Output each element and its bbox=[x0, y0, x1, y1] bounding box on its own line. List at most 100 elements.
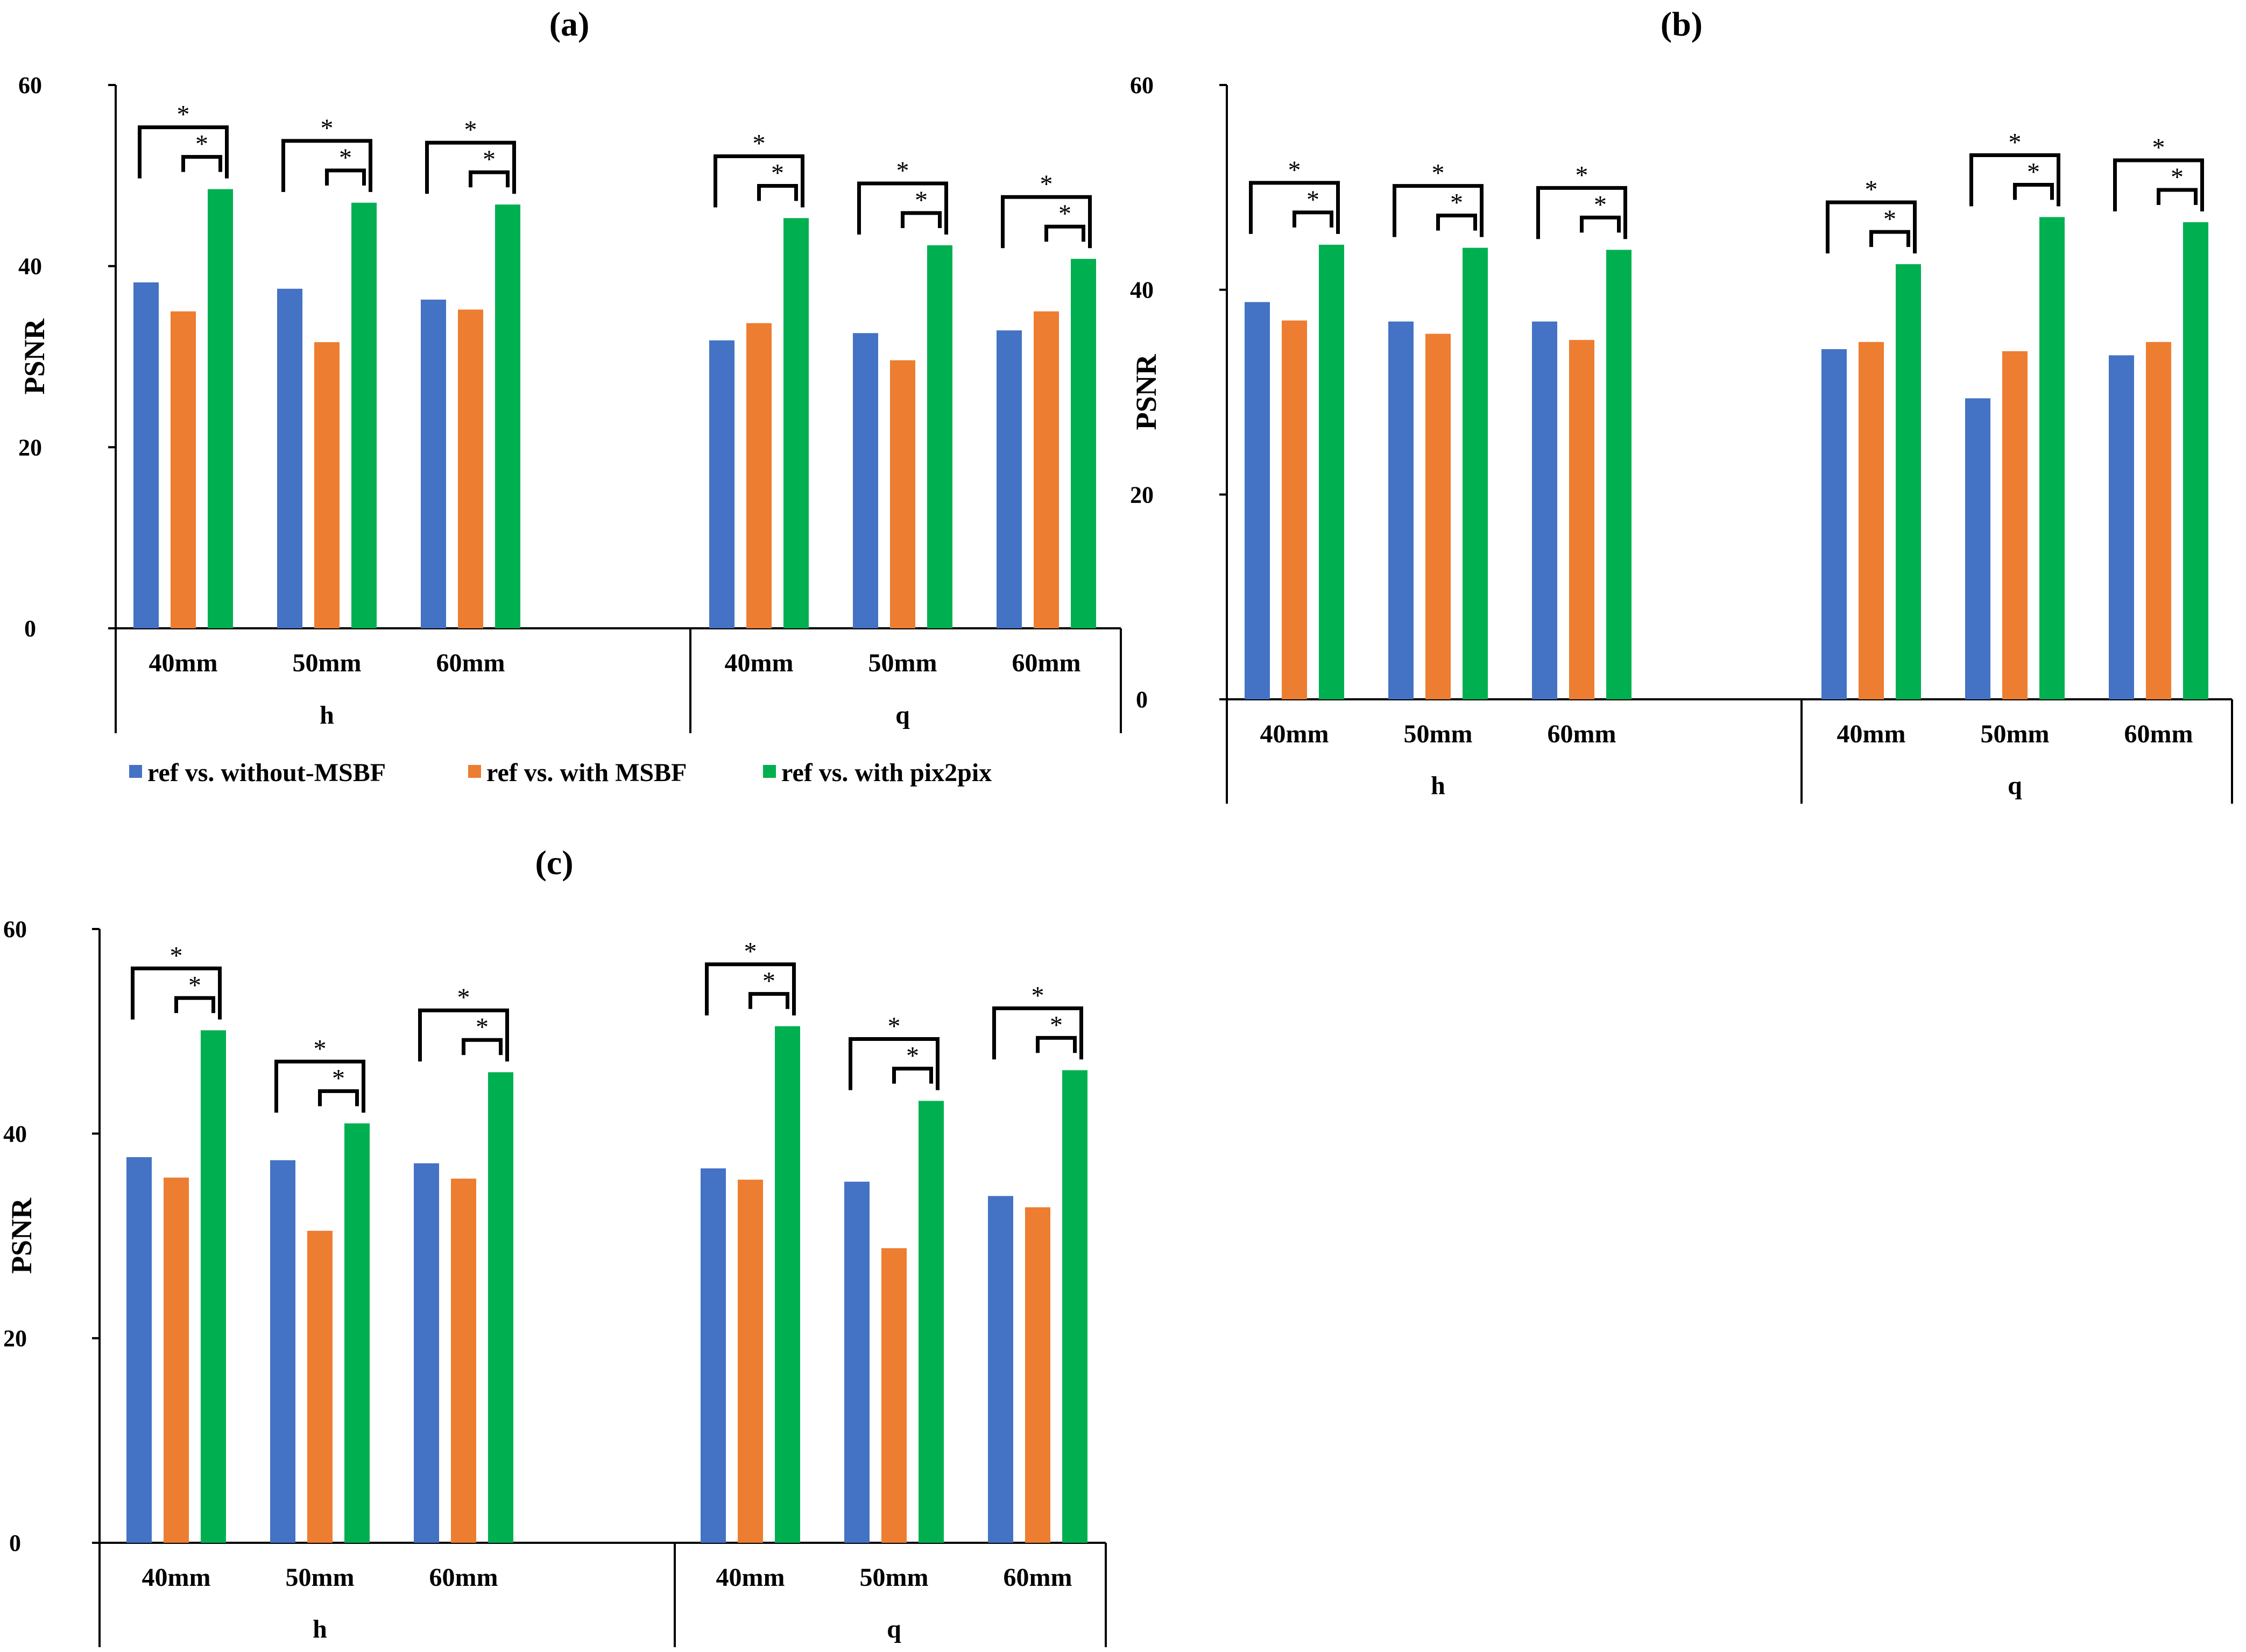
significance-star: * bbox=[483, 145, 496, 174]
bar-h-50mm-series-2 bbox=[307, 1230, 333, 1543]
bar-q-40mm-series-3 bbox=[783, 218, 809, 628]
panel-label: (b) bbox=[1661, 5, 1703, 43]
significance-star: * bbox=[188, 971, 201, 999]
significance-star: * bbox=[2152, 133, 2165, 162]
bar-q-50mm-series-2 bbox=[2002, 351, 2028, 699]
significance-star: * bbox=[1058, 200, 1071, 228]
bar-q-40mm-series-1 bbox=[701, 1168, 726, 1543]
panel-label: (a) bbox=[549, 5, 590, 43]
y-tick-label: 40 bbox=[1130, 277, 1154, 303]
significance-star: * bbox=[476, 1013, 489, 1041]
significance-bracket-outer bbox=[857, 181, 948, 235]
y-tick-label: 20 bbox=[18, 434, 42, 460]
y-tick-label: 60 bbox=[1130, 72, 1154, 98]
significance-bracket-inner bbox=[318, 1089, 359, 1107]
bar-h-60mm-series-3 bbox=[495, 204, 520, 628]
significance-star: * bbox=[321, 114, 334, 143]
y-tick-label: 20 bbox=[3, 1325, 27, 1352]
bar-q-50mm-series-1 bbox=[853, 333, 878, 628]
significance-bracket-outer bbox=[425, 140, 516, 194]
bar-q-60mm-series-3 bbox=[2183, 222, 2208, 700]
significance-bracket-outer bbox=[138, 125, 229, 179]
bar-q-60mm-series-2 bbox=[2146, 342, 2171, 699]
significance-bracket-inner bbox=[1580, 215, 1621, 233]
bar-h-40mm-series-1 bbox=[1245, 302, 1270, 699]
significance-bracket-inner bbox=[892, 1066, 933, 1084]
bar-h-50mm-series-2 bbox=[1425, 334, 1451, 699]
group-label: q bbox=[887, 1615, 901, 1643]
significance-bracket-outer bbox=[849, 1037, 940, 1090]
bar-q-40mm-series-1 bbox=[709, 340, 734, 628]
significance-star: * bbox=[906, 1041, 919, 1070]
x-tick-label: 40mm bbox=[725, 649, 794, 677]
bar-h-40mm-series-3 bbox=[208, 189, 233, 628]
bar-h-40mm-series-2 bbox=[164, 1178, 189, 1543]
significance-bracket-outer bbox=[992, 1006, 1083, 1060]
bar-q-60mm-series-1 bbox=[988, 1196, 1013, 1543]
bar-h-50mm-series-2 bbox=[314, 342, 340, 628]
chart-panel-3: (c)PSNR020406040mm**50mm**60mm**h40mm**5… bbox=[3, 843, 1107, 1647]
significance-star: * bbox=[915, 186, 928, 215]
x-tick-label: 60mm bbox=[436, 649, 505, 677]
y-axis-label: PSNR bbox=[5, 1197, 38, 1274]
y-tick-label: 0 bbox=[1136, 686, 1148, 713]
significance-star: * bbox=[177, 101, 190, 129]
bar-q-60mm-series-1 bbox=[2109, 355, 2134, 699]
significance-bracket-outer bbox=[705, 962, 796, 1016]
x-tick-label: 60mm bbox=[2124, 720, 2193, 748]
bar-q-50mm-series-3 bbox=[2039, 217, 2065, 699]
bar-q-60mm-series-2 bbox=[1034, 311, 1059, 628]
legend-swatch bbox=[468, 765, 481, 778]
bar-h-40mm-series-2 bbox=[1282, 320, 1307, 699]
significance-bracket-inner bbox=[901, 211, 942, 228]
significance-star: * bbox=[314, 1034, 327, 1063]
chart-panel-1: (a)PSNR020406040mm**50mm**60mm**h40mm**5… bbox=[18, 5, 1122, 787]
bar-h-60mm-series-2 bbox=[451, 1179, 476, 1543]
significance-star: * bbox=[195, 130, 208, 159]
y-tick-label: 40 bbox=[18, 253, 42, 280]
group-label: q bbox=[2008, 771, 2022, 800]
significance-star: * bbox=[332, 1064, 345, 1093]
bar-q-40mm-series-2 bbox=[738, 1179, 763, 1543]
x-tick-label: 50mm bbox=[1981, 720, 2050, 748]
group-label: h bbox=[320, 701, 334, 729]
significance-star: * bbox=[753, 129, 766, 158]
bar-q-50mm-series-3 bbox=[927, 245, 952, 628]
significance-star: * bbox=[1450, 189, 1463, 217]
significance-star: * bbox=[2027, 158, 2040, 187]
significance-star: * bbox=[339, 144, 352, 172]
bar-h-60mm-series-2 bbox=[1569, 339, 1594, 699]
significance-star: * bbox=[457, 983, 470, 1012]
significance-star: * bbox=[1306, 186, 1319, 214]
bar-q-50mm-series-1 bbox=[844, 1181, 870, 1543]
significance-star: * bbox=[2009, 129, 2022, 157]
bar-q-40mm-series-2 bbox=[1859, 342, 1884, 699]
significance-star: * bbox=[1032, 981, 1044, 1010]
x-tick-label: 40mm bbox=[1260, 720, 1329, 748]
significance-star: * bbox=[170, 941, 183, 970]
significance-bracket-outer bbox=[418, 1008, 509, 1062]
y-tick-label: 60 bbox=[3, 916, 27, 942]
significance-bracket-inner bbox=[181, 155, 222, 172]
y-axis-label: PSNR bbox=[1130, 353, 1162, 430]
bar-h-50mm-series-1 bbox=[277, 288, 302, 628]
significance-bracket-inner bbox=[1436, 214, 1477, 231]
y-tick-label: 0 bbox=[24, 615, 36, 642]
x-tick-label: 50mm bbox=[1404, 720, 1473, 748]
bar-h-40mm-series-1 bbox=[126, 1157, 152, 1543]
significance-bracket-outer bbox=[1969, 153, 2060, 207]
bar-h-50mm-series-1 bbox=[1388, 321, 1414, 699]
significance-star: * bbox=[896, 157, 909, 185]
bar-h-40mm-series-1 bbox=[133, 282, 159, 628]
significance-star: * bbox=[771, 159, 784, 187]
significance-star: * bbox=[1883, 205, 1896, 233]
significance-star: * bbox=[2171, 163, 2184, 192]
bar-q-60mm-series-3 bbox=[1071, 259, 1096, 628]
legend-swatch bbox=[763, 765, 776, 778]
significance-star: * bbox=[1040, 170, 1053, 198]
bar-h-50mm-series-1 bbox=[270, 1160, 295, 1543]
bar-q-40mm-series-3 bbox=[775, 1026, 800, 1543]
x-tick-label: 60mm bbox=[1548, 720, 1616, 748]
significance-star: * bbox=[1050, 1011, 1063, 1039]
legend-label: ref vs. with MSBF bbox=[486, 758, 687, 787]
